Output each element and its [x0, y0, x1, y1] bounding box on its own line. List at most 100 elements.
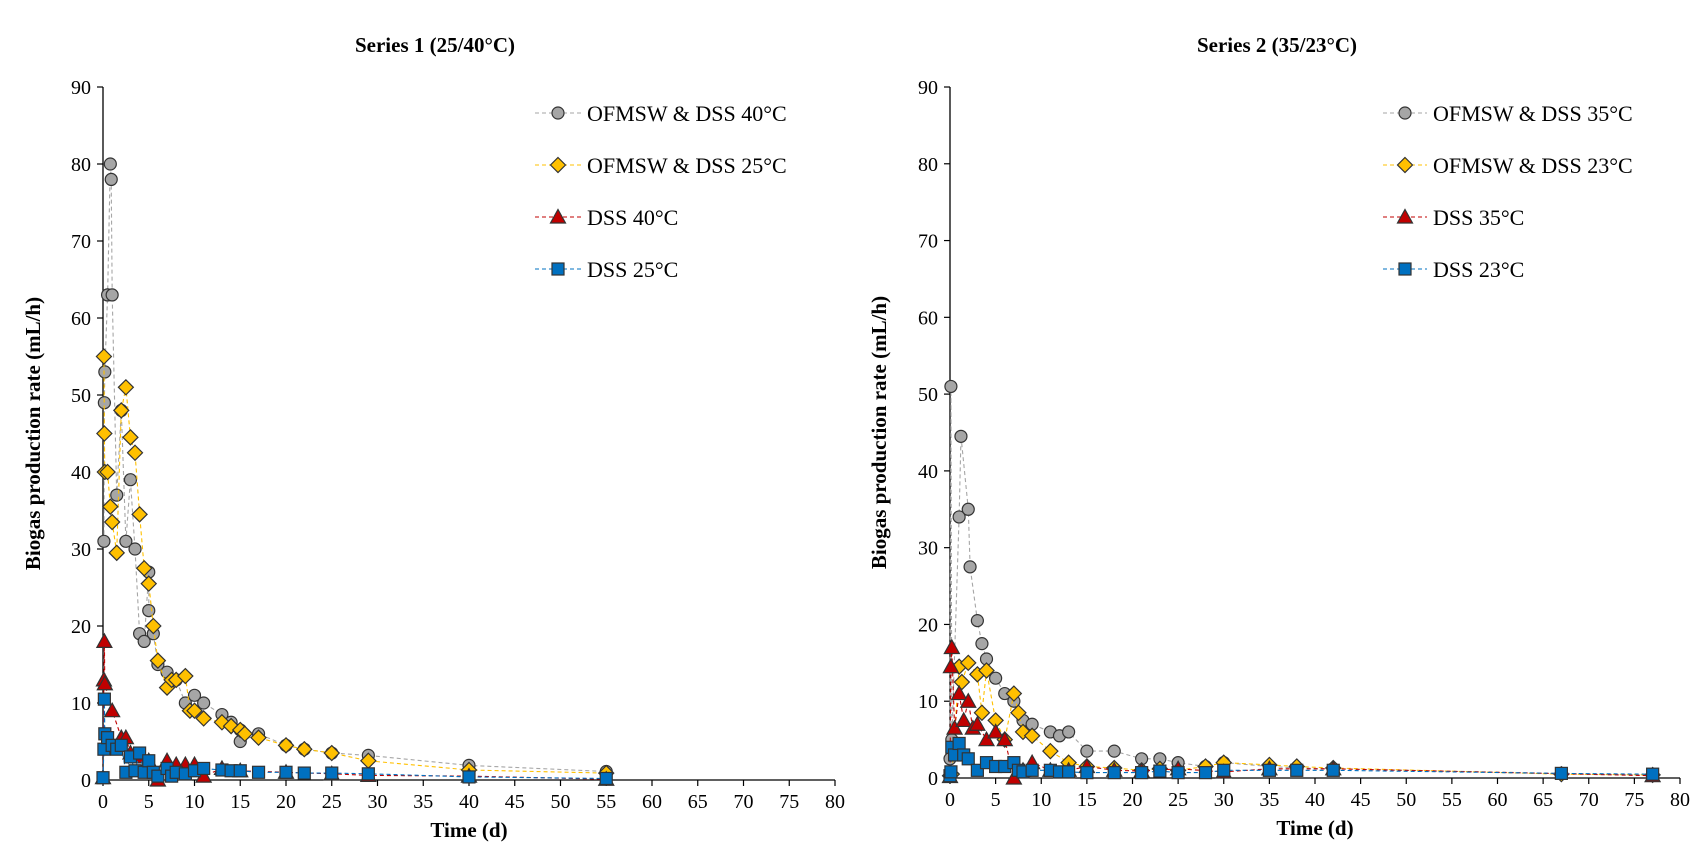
- y-tick-label: 20: [918, 614, 938, 636]
- data-point: [110, 488, 124, 502]
- y-tick-label: 10: [918, 691, 938, 713]
- data-point: [142, 603, 156, 618]
- legend-marker: [549, 208, 567, 224]
- x-tick-label: 20: [1123, 789, 1143, 811]
- data-point: [251, 765, 266, 779]
- data-point: [104, 172, 118, 186]
- data-point: [195, 710, 212, 727]
- y-tick-label: 0: [928, 768, 938, 790]
- data-point: [96, 425, 113, 442]
- data-point: [95, 632, 113, 649]
- data-point: [946, 719, 964, 735]
- legend-label: OFMSW & DSS 35°C: [1433, 101, 1633, 126]
- data-point: [108, 544, 126, 562]
- legend-marker: [1396, 208, 1414, 224]
- data-point: [177, 667, 194, 685]
- legend-marker: [1396, 156, 1414, 174]
- y-tick-label: 60: [918, 307, 938, 329]
- data-point: [186, 702, 203, 720]
- data-point: [1025, 763, 1039, 777]
- chart-panel-2: Series 2 (35/23°C) 0 10 20 30 40 50 60 70 80 90 0 5 1…: [867, 33, 1690, 840]
- y-tick-label: 50: [918, 384, 938, 406]
- series-line: [102, 641, 607, 782]
- series-line: [103, 163, 607, 773]
- data-point: [1107, 766, 1121, 780]
- data-point: [954, 429, 968, 443]
- data-point: [297, 766, 311, 780]
- data-point: [361, 767, 375, 781]
- data-point: [97, 534, 111, 548]
- legend-label: DSS 25°C: [587, 257, 678, 282]
- data-point: [187, 688, 202, 702]
- y-tick-label: 40: [71, 462, 91, 484]
- data-point: [323, 744, 341, 762]
- data-point: [462, 770, 476, 784]
- legend-marker: [551, 106, 565, 120]
- x-tick-label: 25: [322, 791, 342, 813]
- y-tick-label: 50: [71, 385, 91, 407]
- data-point: [98, 365, 112, 379]
- legend-label: OFMSW & DSS 40°C: [587, 101, 787, 126]
- y-axis-label: Biogas production rate (mL/h): [21, 297, 45, 570]
- x-tick-label: 40: [459, 791, 479, 813]
- series-circle: [943, 379, 1660, 782]
- x-tick-label: 75: [779, 791, 799, 813]
- chart-panel-1: Series 1 (25/40°C) 0 10 20 30 40 50 60 70 80 90 0 5 1…: [21, 33, 845, 842]
- data-point: [197, 761, 211, 776]
- data-point: [105, 288, 119, 302]
- data-point: [1171, 766, 1185, 780]
- y-tick-label: 30: [71, 539, 91, 561]
- legend-label: DSS 40°C: [587, 205, 678, 230]
- legend-label: DSS 35°C: [1433, 205, 1524, 230]
- data-point: [963, 560, 977, 574]
- data-point: [144, 617, 162, 635]
- data-point: [973, 704, 991, 722]
- x-tick-label: 75: [1624, 789, 1644, 811]
- x-tick-label: 15: [1077, 789, 1097, 811]
- legend-label: OFMSW & DSS 23°C: [1433, 153, 1633, 178]
- series-triangle: [941, 638, 1662, 785]
- data-point: [250, 729, 267, 746]
- data-point: [236, 725, 254, 743]
- data-point: [140, 575, 158, 592]
- y-tick-label: 40: [918, 461, 938, 483]
- y-tick-label: 60: [71, 308, 91, 330]
- data-point: [1042, 742, 1059, 760]
- data-point: [149, 652, 167, 669]
- data-point: [1023, 727, 1041, 745]
- legend-label: OFMSW & DSS 25°C: [587, 153, 787, 178]
- data-point: [952, 510, 966, 524]
- legend-label: DSS 23°C: [1433, 257, 1524, 282]
- chart-title: Series 1 (25/40°C): [355, 33, 515, 57]
- data-point: [128, 542, 142, 556]
- data-point: [325, 766, 339, 780]
- data-point: [1005, 685, 1023, 702]
- data-point: [959, 692, 977, 708]
- x-tick-label: 10: [1031, 789, 1051, 811]
- x-tick-label: 0: [945, 789, 955, 811]
- data-point: [1080, 766, 1094, 780]
- y-tick-label: 90: [71, 77, 91, 99]
- series-diamond: [95, 348, 615, 782]
- series-line: [949, 661, 1653, 777]
- series-line: [949, 647, 1653, 779]
- x-tick-label: 45: [1351, 789, 1371, 811]
- x-axis-label: Time (d): [430, 818, 507, 842]
- data-point: [961, 502, 975, 516]
- data-point: [955, 711, 973, 728]
- data-point: [233, 764, 247, 778]
- data-point: [99, 463, 116, 481]
- y-tick-label: 80: [918, 154, 938, 176]
- legend: OFMSW & DSS 35°C OFMSW & DSS 23°C DSS 35°C…: [1383, 101, 1633, 282]
- data-point: [126, 444, 144, 462]
- data-point: [142, 754, 156, 768]
- data-point: [1062, 725, 1076, 739]
- data-point: [279, 765, 293, 779]
- data-point: [122, 429, 139, 446]
- x-tick-label: 70: [1579, 789, 1599, 811]
- data-point: [135, 559, 153, 577]
- data-point: [95, 348, 113, 365]
- data-point: [987, 723, 1005, 739]
- x-tick-label: 50: [551, 791, 571, 813]
- x-tick-label: 35: [1259, 789, 1279, 811]
